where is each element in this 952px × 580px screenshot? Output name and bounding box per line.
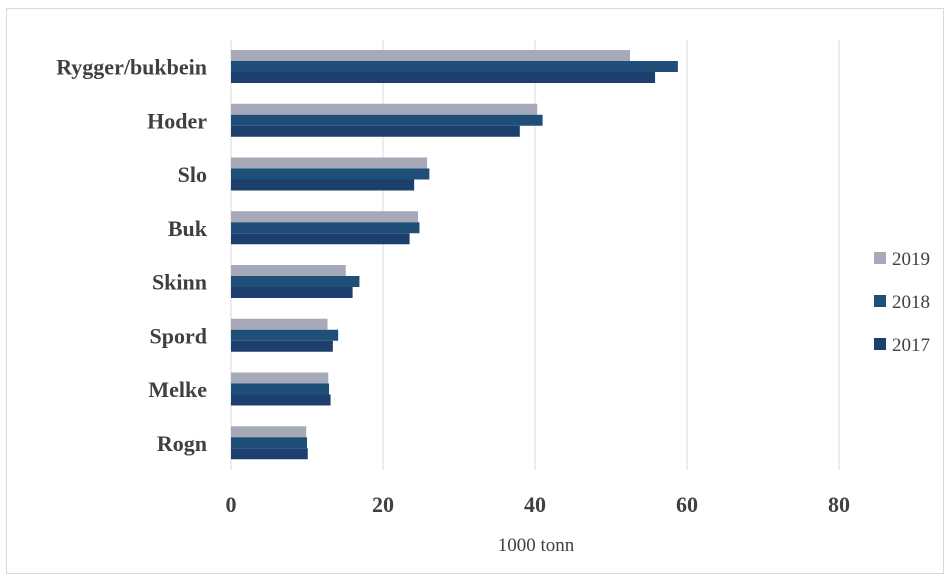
bar-melke-2018 — [231, 383, 330, 395]
category-label-buk: Buk — [168, 216, 208, 241]
category-label-hoder: Hoder — [147, 108, 207, 133]
bar-rygger-bukbein-2019 — [231, 50, 630, 61]
category-label-spord: Spord — [150, 323, 207, 348]
bar-rygger-bukbein-2018 — [231, 61, 678, 72]
bar-skinn-2018 — [231, 276, 360, 287]
category-label-melke: Melke — [148, 377, 207, 402]
bar-hoder-2019 — [231, 103, 538, 115]
bar-spord-2017 — [231, 340, 333, 352]
legend-label-2017: 2017 — [892, 335, 930, 356]
legend-swatch-2018 — [874, 295, 886, 307]
x-tick-label-0: 0 — [226, 492, 237, 517]
bar-slo-2018 — [231, 168, 430, 180]
category-label-slo: Slo — [178, 162, 207, 187]
x-tick-label-40: 40 — [524, 492, 546, 517]
bar-hoder-2018 — [231, 114, 543, 126]
bar-hoder-2017 — [231, 125, 520, 137]
legend-swatch-2019 — [874, 252, 886, 264]
bar-skinn-2019 — [231, 265, 346, 276]
x-tick-label-60: 60 — [676, 492, 698, 517]
bar-slo-2019 — [231, 157, 428, 169]
legend-swatch-2017 — [874, 338, 886, 350]
category-label-rygger-bukbein: Rygger/bukbein — [56, 55, 207, 80]
bar-buk-2018 — [231, 222, 420, 234]
bar-melke-2017 — [231, 394, 331, 406]
legend-label-2018: 2018 — [892, 292, 930, 313]
category-label-skinn: Skinn — [152, 270, 207, 295]
x-tick-label-20: 20 — [372, 492, 394, 517]
bar-skinn-2017 — [231, 287, 353, 298]
x-axis-title: 1000 tonn — [498, 535, 575, 556]
bar-rogn-2018 — [231, 437, 307, 449]
bar-buk-2019 — [231, 211, 418, 223]
bar-spord-2018 — [231, 329, 339, 341]
bar-rogn-2019 — [231, 426, 307, 438]
bar-rygger-bukbein-2017 — [231, 72, 656, 83]
bar-spord-2019 — [231, 318, 328, 330]
legend-label-2019: 2019 — [892, 249, 930, 270]
bar-slo-2017 — [231, 179, 415, 191]
bar-melke-2019 — [231, 372, 329, 384]
x-tick-label-80: 80 — [828, 492, 850, 517]
bar-rogn-2017 — [231, 448, 308, 460]
chart-frame — [6, 8, 944, 574]
category-label-rogn: Rogn — [157, 431, 207, 456]
bar-buk-2017 — [231, 233, 410, 245]
